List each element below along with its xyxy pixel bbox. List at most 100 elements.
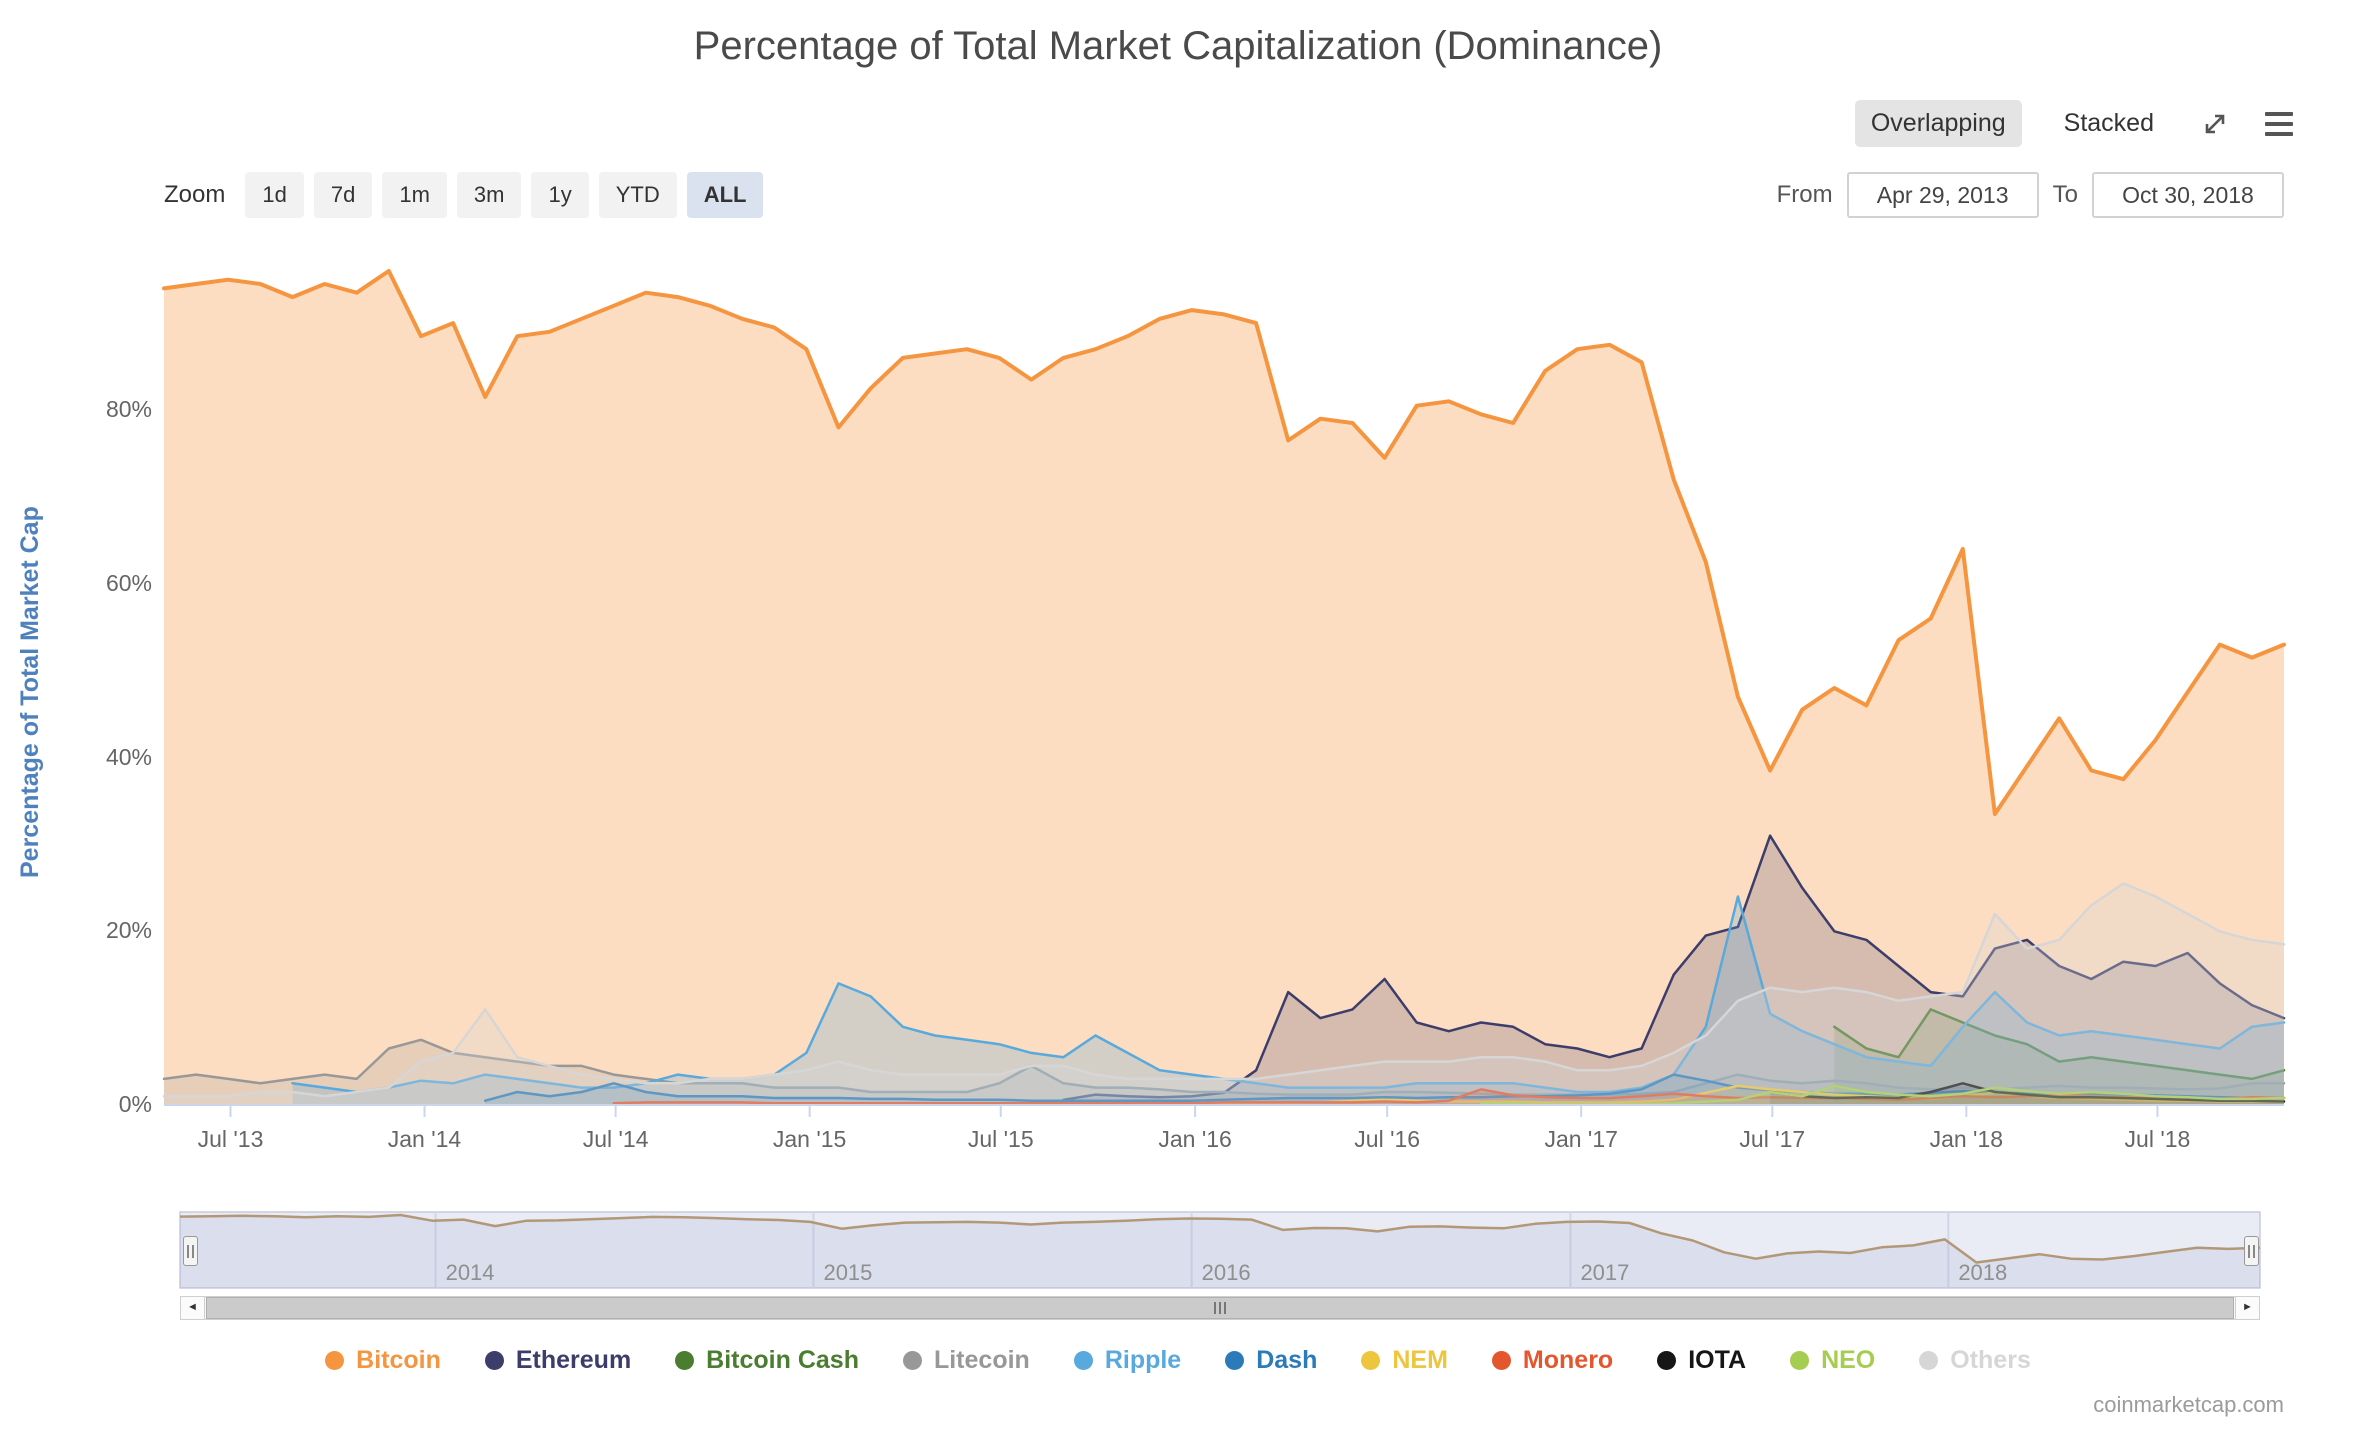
zoom-button-ytd[interactable]: YTD (598, 172, 677, 218)
zoom-label: Zoom (164, 181, 226, 208)
navigator-handle-right[interactable] (2244, 1236, 2259, 1266)
x-axis-tick-label: Jul '17 (1739, 1126, 1806, 1152)
bitcoin-cash-legend-dot-icon (675, 1351, 695, 1370)
from-label: From (1776, 181, 1833, 208)
iota-legend-dot-icon (1657, 1351, 1677, 1370)
series-area-bitcoin-cash (1834, 1009, 2284, 1105)
zoom-button-all[interactable]: ALL (686, 172, 764, 218)
series-area-monero (613, 1089, 2285, 1105)
stacked-button[interactable]: Stacked (2048, 100, 2170, 147)
zoom-button-7d[interactable]: 7d (313, 172, 373, 218)
y-axis-tick-label: 0% (118, 1091, 152, 1117)
watermark: coinmarketcap.com (2093, 1392, 2284, 1417)
page-title: Percentage of Total Market Capitalizatio… (693, 24, 1663, 68)
legend-item-litecoin[interactable]: Litecoin (902, 1346, 1030, 1375)
x-axis-tick-label: Jul '13 (197, 1126, 264, 1152)
ripple-legend-dot-icon (1073, 1351, 1093, 1370)
series-area-nem (934, 1085, 2284, 1105)
to-date-input[interactable] (2092, 172, 2284, 218)
y-axis-tick-label: 80% (105, 396, 152, 422)
legend-label: Bitcoin (356, 1346, 441, 1374)
legend-label: IOTA (1688, 1346, 1747, 1374)
x-axis-tick-label: Jul '14 (582, 1126, 649, 1152)
legend-item-neo[interactable]: NEO (1790, 1346, 1875, 1375)
navigator-series-line (179, 1213, 2261, 1264)
x-axis-tick-label: Jul '15 (967, 1126, 1034, 1152)
legend-label: NEO (1821, 1346, 1876, 1374)
series-line-monero (612, 1088, 2286, 1105)
legend: Bitcoin Ethereum Bitcoin Cash Litecoin Rippl… (0, 1346, 2356, 1375)
dash-legend-dot-icon (1225, 1351, 1245, 1370)
monero-legend-dot-icon (1491, 1351, 1511, 1370)
legend-label: Ripple (1104, 1346, 1182, 1374)
series-line-bitcoin (162, 269, 2286, 816)
series-line-others (162, 882, 2286, 1098)
bitcoin-legend-dot-icon (325, 1351, 345, 1370)
ethereum-legend-dot-icon (484, 1351, 504, 1370)
navigator-handle-left[interactable] (183, 1236, 198, 1266)
legend-item-iota[interactable]: IOTA (1657, 1346, 1746, 1375)
navigator-series-area (180, 1215, 2260, 1288)
y-axis-tick-label: 20% (105, 917, 152, 944)
x-axis-tick-label: Jan '15 (772, 1126, 847, 1152)
from-date-input[interactable] (1846, 172, 2039, 218)
navigator-year-label: 2017 (1580, 1260, 1630, 1285)
zoom-button-1m[interactable]: 1m (382, 172, 447, 218)
series-line-litecoin (162, 1038, 2286, 1096)
legend-item-bitcoin-cash[interactable]: Bitcoin Cash (675, 1346, 859, 1375)
x-axis-tick-label: Jan '18 (1929, 1126, 2004, 1152)
legend-label: Bitcoin Cash (706, 1346, 859, 1374)
series-line-bitcoin-cash (1833, 1008, 2286, 1081)
to-label: To (2052, 181, 2078, 208)
legend-item-others[interactable]: Others (1919, 1346, 2031, 1375)
series-area-ethereum (1063, 835, 2284, 1105)
others-legend-dot-icon (1919, 1351, 1939, 1370)
zoom-row: Zoom 1d 7d 1m 3m 1y YTD ALL (164, 172, 764, 218)
legend-label: Dash (1256, 1346, 1318, 1374)
fullscreen-icon[interactable] (2196, 105, 2234, 143)
navigator-background[interactable] (179, 1211, 2261, 1289)
scrollbar-left-arrow-icon[interactable]: ◄ (180, 1296, 205, 1320)
legend-label: Monero (1522, 1346, 1614, 1374)
navigator-year-label: 2018 (1958, 1260, 2008, 1285)
x-axis-tick-label: Jan '16 (1158, 1126, 1232, 1152)
neo-legend-dot-icon (1790, 1351, 1810, 1370)
legend-item-dash[interactable]: Dash (1225, 1346, 1317, 1375)
context-menu-icon[interactable] (2260, 105, 2298, 143)
legend-label: Others (1950, 1346, 2031, 1374)
x-axis-tick-label: Jan '14 (387, 1126, 462, 1152)
litecoin-legend-dot-icon (902, 1351, 922, 1370)
zoom-buttons: 1d 7d 1m 3m 1y YTD ALL (245, 172, 764, 218)
scrollbar-right-arrow-icon[interactable]: ► (2235, 1296, 2260, 1320)
legend-item-nem[interactable]: NEM (1361, 1346, 1448, 1375)
legend-item-monero[interactable]: Monero (1491, 1346, 1614, 1375)
scrollbar-thumb[interactable] (206, 1297, 2234, 1319)
series-line-ethereum (1062, 834, 2286, 1102)
series-area-neo (1481, 1085, 2284, 1105)
date-range-controls: From To (1777, 172, 2284, 218)
navigator-year-label: 2015 (823, 1260, 873, 1285)
overlapping-button[interactable]: Overlapping (1854, 100, 2022, 147)
series-area-bitcoin (164, 271, 2284, 1105)
series-area-others (164, 883, 2284, 1105)
legend-label: Ethereum (515, 1346, 632, 1374)
y-axis-tick-label: 60% (105, 569, 152, 596)
y-axis-tick-label: 40% (105, 743, 152, 770)
legend-item-bitcoin[interactable]: Bitcoin (325, 1346, 441, 1375)
series-line-iota (1768, 1082, 2286, 1103)
zoom-button-1y[interactable]: 1y (531, 172, 589, 218)
legend-label: Litecoin (933, 1346, 1030, 1374)
nem-legend-dot-icon (1361, 1351, 1381, 1370)
navigator-year-label: 2016 (1201, 1260, 1251, 1285)
zoom-button-3m[interactable]: 3m (456, 172, 522, 218)
legend-item-ethereum[interactable]: Ethereum (484, 1346, 632, 1375)
y-axis-title: Percentage of Total Market Cap (16, 506, 44, 878)
mode-toggle-row: Overlapping Stacked (1854, 100, 2298, 147)
zoom-button-1d[interactable]: 1d (245, 172, 304, 218)
legend-item-ripple[interactable]: Ripple (1073, 1346, 1182, 1375)
legend-label: NEM (1392, 1346, 1448, 1374)
navigator-year-label: 2014 (445, 1260, 495, 1285)
series-line-dash (483, 1073, 2286, 1102)
